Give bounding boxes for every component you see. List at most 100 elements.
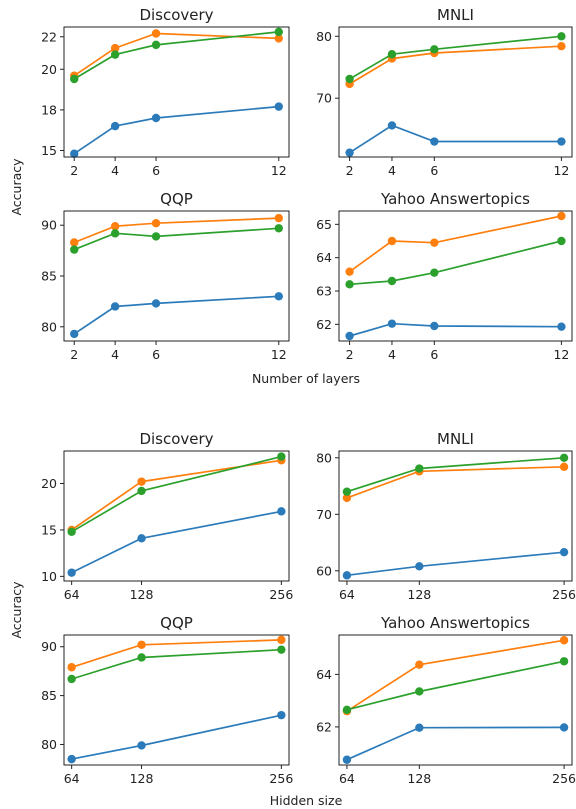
data-point <box>387 319 397 328</box>
chart-mnli-hidden-title: MNLI <box>437 430 474 448</box>
x-tick-label: 2 <box>346 347 354 362</box>
data-point <box>557 137 566 146</box>
x-tick-label: 128 <box>130 771 154 786</box>
chart-qqp-hidden: QQP 64 128 256 80 85 90 <box>41 614 293 786</box>
chart-qqp-hidden-frame <box>63 634 290 766</box>
data-point <box>277 710 286 720</box>
data-point <box>137 741 146 750</box>
series-line-2 <box>73 217 279 244</box>
y-tick-label: 15 <box>41 522 57 537</box>
x-tick-label: 12 <box>271 347 287 362</box>
data-point <box>67 663 76 672</box>
x-tick-label: 256 <box>552 587 576 602</box>
series-line-3 <box>73 31 279 80</box>
y-tick-label: 15 <box>41 143 57 158</box>
series-line-1 <box>346 551 565 577</box>
data-point <box>387 276 397 286</box>
data-point <box>137 477 146 486</box>
y-tick-label: 10 <box>41 569 57 584</box>
x-tick-label: 64 <box>64 771 80 786</box>
y-axis-label-bottom: Accuracy <box>9 581 24 639</box>
data-point <box>110 302 120 311</box>
data-point <box>137 486 146 496</box>
chart-yahoo-hidden-title: Yahoo Answertopics <box>380 614 530 632</box>
series-line-1 <box>346 726 565 761</box>
chart-discovery-layers: Discovery 2 4 6 12 15 18 20 22 <box>41 6 290 178</box>
data-point <box>70 149 79 158</box>
data-point <box>557 32 566 41</box>
series-line-3 <box>349 240 562 286</box>
chart-discovery-hidden: Discovery 64 128 256 10 15 20 <box>41 430 293 602</box>
y-tick-label: 64 <box>316 667 332 682</box>
data-point <box>274 213 283 223</box>
chart-qqp-layers-frame <box>63 210 290 342</box>
series-line-2 <box>71 639 282 669</box>
x-axis-label-hidden-size: Hidden size <box>270 793 343 808</box>
data-point <box>274 102 283 111</box>
data-point <box>70 329 79 339</box>
data-point <box>557 211 566 221</box>
y-tick-label: 62 <box>316 719 332 734</box>
y-tick-label: 70 <box>316 91 332 106</box>
y-tick-label: 90 <box>41 639 57 654</box>
y-tick-label: 20 <box>41 62 57 77</box>
y-tick-label: 80 <box>41 737 57 752</box>
series-line-3 <box>71 455 282 533</box>
x-tick-label: 4 <box>111 347 119 362</box>
data-point <box>430 268 439 277</box>
data-point <box>110 229 120 238</box>
data-point <box>70 245 79 254</box>
y-tick-label: 60 <box>316 563 332 578</box>
y-tick-label: 18 <box>41 102 57 117</box>
data-point <box>345 280 354 289</box>
y-tick-label: 62 <box>316 317 332 332</box>
data-point <box>387 236 397 246</box>
chart-mnli-hidden: MNLI 64 128 256 60 70 80 <box>316 430 576 602</box>
chart-mnli-layers-frame <box>338 26 573 158</box>
data-point <box>277 645 286 654</box>
x-tick-label: 6 <box>152 347 160 362</box>
data-point <box>342 493 352 503</box>
y-tick-label: 20 <box>41 476 57 491</box>
data-point <box>67 674 76 684</box>
data-point <box>274 27 283 37</box>
data-point <box>415 464 424 473</box>
series-line-1 <box>71 714 282 760</box>
data-point <box>415 687 424 696</box>
data-point <box>345 74 354 84</box>
data-point <box>151 218 161 228</box>
series-line-1 <box>349 322 562 337</box>
x-tick-label: 64 <box>64 587 80 602</box>
data-point <box>110 121 120 131</box>
chart-qqp-layers: QQP 2 4 6 12 80 85 90 <box>41 190 290 362</box>
series-line-3 <box>73 227 279 251</box>
x-tick-label: 4 <box>111 163 119 178</box>
data-point <box>274 34 283 43</box>
chart-yahoo-layers: Yahoo Answertopics 2 4 6 12 62 63 64 65 <box>316 190 573 362</box>
data-point <box>430 137 439 146</box>
data-point <box>151 113 161 123</box>
chart-yahoo-layers-title: Yahoo Answertopics <box>380 190 530 208</box>
x-axis-label-layers: Number of layers <box>252 371 360 386</box>
series-line-1 <box>73 295 279 335</box>
x-tick-label: 128 <box>130 587 154 602</box>
x-tick-label: 256 <box>269 587 293 602</box>
data-point <box>110 43 120 53</box>
data-point <box>557 322 566 331</box>
chart-mnli-layers-title: MNLI <box>437 6 474 24</box>
data-point <box>342 487 352 496</box>
data-point <box>137 534 146 543</box>
series-line-3 <box>349 35 562 80</box>
x-tick-label: 2 <box>70 347 78 362</box>
data-point <box>70 238 79 247</box>
y-tick-label: 64 <box>316 250 332 265</box>
data-point <box>559 636 569 645</box>
data-point <box>342 755 352 764</box>
data-point <box>67 754 76 764</box>
y-tick-label: 80 <box>41 319 57 334</box>
x-tick-label: 6 <box>430 347 438 362</box>
data-point <box>557 41 566 51</box>
data-point <box>151 40 161 50</box>
x-tick-label: 4 <box>388 163 396 178</box>
chart-discovery-layers-title: Discovery <box>139 6 213 24</box>
